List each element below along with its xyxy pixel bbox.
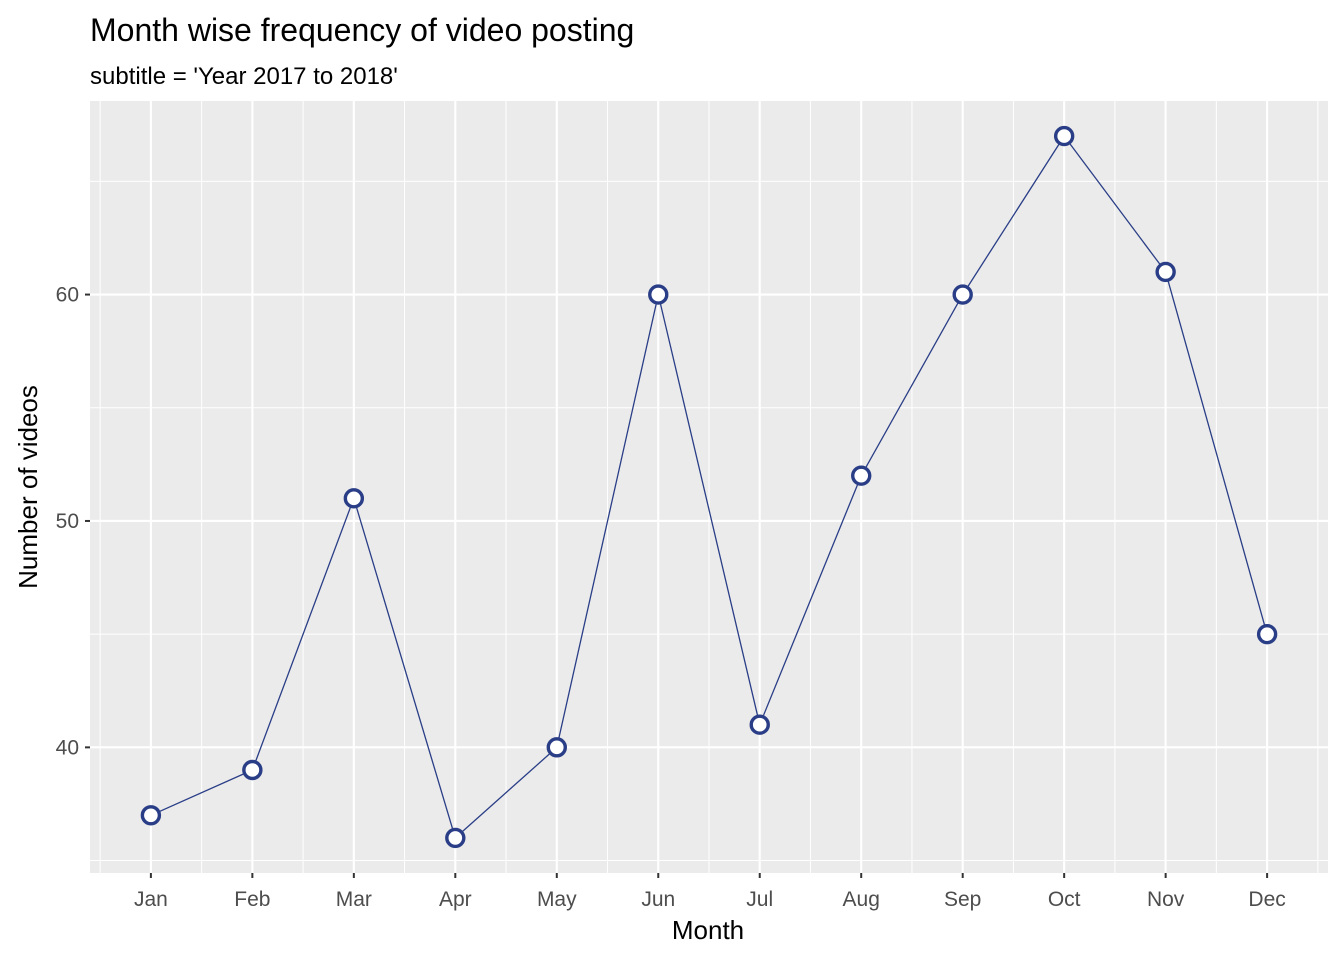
data-point-feb xyxy=(242,759,263,781)
x-tick-label: Aug xyxy=(843,888,880,911)
x-tick-label: Sep xyxy=(944,888,981,911)
data-point-jun xyxy=(648,284,669,305)
x-tick-label: May xyxy=(537,888,577,911)
y-tick-label: 50 xyxy=(56,510,79,533)
data-point-apr xyxy=(445,827,466,849)
data-point-oct xyxy=(1053,125,1075,147)
x-tick-label: Jul xyxy=(746,888,773,911)
x-tick-label: Jan xyxy=(134,888,168,911)
data-point-sep xyxy=(952,284,973,305)
x-tick-label: Mar xyxy=(336,888,372,911)
x-tick-label: Oct xyxy=(1048,888,1081,911)
x-tick-label: Jun xyxy=(641,888,675,911)
chart-title: Month wise frequency of video posting xyxy=(90,12,634,48)
x-tick-label: Feb xyxy=(234,888,270,911)
x-tick-label: Nov xyxy=(1147,888,1185,911)
x-tick-label: Apr xyxy=(439,888,472,911)
data-point-mar xyxy=(343,488,365,509)
series-layer xyxy=(140,125,1278,849)
y-axis-title: Number of videos xyxy=(13,385,43,589)
data-point-may xyxy=(546,737,567,758)
data-point-jul xyxy=(749,714,770,735)
data-point-dec xyxy=(1256,623,1278,645)
data-point-aug xyxy=(851,465,872,486)
y-tick-label: 60 xyxy=(56,284,79,307)
chart-subtitle: subtitle = 'Year 2017 to 2018' xyxy=(90,63,398,90)
x-axis-title: Month xyxy=(672,915,744,945)
axis-layer: 40 50 60 Jan Feb Mar Apr May Jun Jul Aug Sep Oct Nov D… xyxy=(56,284,1286,911)
grid-lines xyxy=(90,101,1328,873)
series-line xyxy=(150,135,1268,839)
data-point-nov xyxy=(1155,261,1176,283)
data-point-jan xyxy=(140,805,162,826)
y-tick-label: 40 xyxy=(56,736,79,759)
x-tick-label: Dec xyxy=(1248,888,1285,911)
